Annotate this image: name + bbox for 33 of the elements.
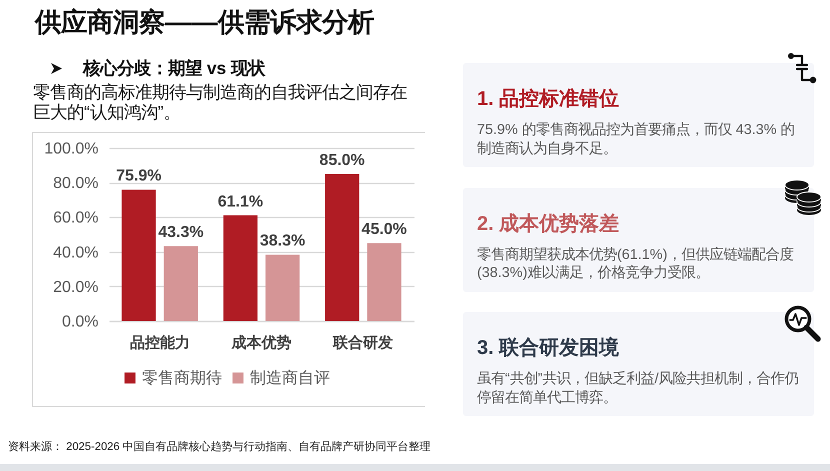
chart-title: 供应商洞察——供需诉求分析 (35, 7, 374, 37)
text: 资料来源： 2025-2026 中国自有品牌核心趋势与行动指南、自有品牌产研协同平台整理 (8, 440, 431, 454)
bar (122, 190, 156, 321)
y-tick-label: 100.0% (44, 140, 98, 158)
data-label: 45.0% (362, 221, 407, 238)
y-tick-label: 20.0% (53, 278, 98, 296)
text: 3. 联合研发困境 (477, 336, 620, 361)
text: 零售商期望获成本优势(61.1%)，但供应链端配合度 (38.3%)难以满足，价格竞争力受限。 (477, 246, 794, 282)
bar (266, 254, 300, 321)
bar (367, 243, 402, 321)
text: 1. 品控标准错位 (477, 87, 620, 112)
bar (325, 174, 360, 321)
y-tick-label: 60.0% (53, 210, 98, 227)
bar (164, 246, 198, 321)
bar (223, 215, 258, 321)
text: 75.9% 的零售商视品控为首要痛点，而仅 43.3% 的制造商认为自身不足。 (477, 121, 796, 158)
data-label: 38.3% (260, 232, 306, 250)
y-tick-label: 40.0% (53, 244, 98, 262)
text: 虽有“共创”共识，但缺乏利益/风险共担机制，合作仍停留在简单代工博弈。 (477, 370, 800, 407)
y-tick-label: 80.0% (53, 175, 98, 192)
data-label: 61.1% (218, 193, 264, 210)
x-tick-label: 品控能力 (130, 334, 190, 352)
x-tick-label: 成本优势 (230, 334, 292, 352)
chart-subtitle: 核心分歧：期望 vs 现状 (83, 58, 266, 78)
data-label: 75.9% (116, 168, 162, 185)
data-label: 85.0% (319, 152, 365, 169)
text: 2. 成本优势落差 (477, 212, 620, 236)
x-tick-label: 联合研发 (332, 334, 394, 352)
text: 零售商的高标准期待与制造商的自我评估之间存在巨大的“认知鸿沟”。 (33, 82, 408, 122)
data-label: 43.3% (158, 224, 204, 242)
y-tick-label: 0.0% (62, 314, 98, 330)
legend-label: 零售商期待 (142, 369, 222, 387)
legend-label: 制造商自评 (250, 369, 330, 387)
